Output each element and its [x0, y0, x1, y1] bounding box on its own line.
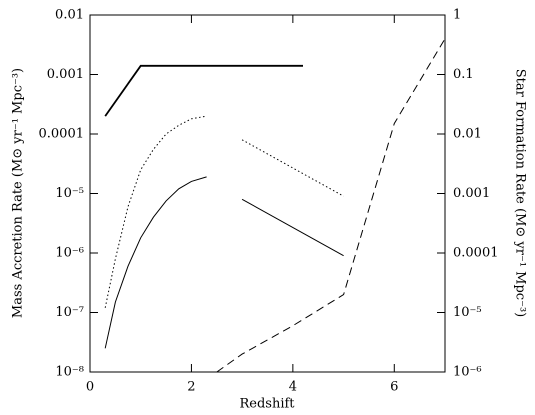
y-tick-label: 10⁻⁸ — [55, 365, 84, 380]
series-line — [241, 198, 344, 257]
y-axis-label: Mass Accretion Rate (M⊙ yr⁻¹ Mpc⁻³) — [11, 68, 26, 318]
y-tick-label: 0.01 — [55, 8, 84, 23]
y2-tick-label: 0.1 — [453, 67, 474, 82]
series-line — [104, 64, 303, 117]
y2-tick-label: 0.001 — [453, 186, 490, 201]
x-tick-label: 2 — [187, 380, 195, 395]
plot-frame — [89, 14, 446, 373]
y2-axis-label: Star Formation Rate (M⊙ yr⁻¹ Mpc⁻³) — [513, 69, 528, 318]
y2-tick-label: 0.0001 — [453, 246, 499, 261]
y2-tick-label: 1 — [453, 8, 461, 23]
series-line — [216, 38, 445, 372]
series-line — [104, 176, 207, 349]
y-tick-label: 0.001 — [47, 67, 84, 82]
y-tick-label: 10⁻⁵ — [55, 186, 84, 201]
y2-tick-label: 10⁻⁵ — [453, 305, 482, 320]
y-tick-label: 10⁻⁷ — [55, 305, 84, 320]
series-line — [241, 139, 344, 197]
x-tick-label: 0 — [86, 380, 94, 395]
x-tick-label: 4 — [289, 380, 297, 395]
series-line — [104, 115, 207, 308]
x-axis-label: Redshift — [239, 397, 295, 412]
y2-tick-label: 0.01 — [453, 127, 482, 142]
y-tick-label: 0.0001 — [39, 127, 85, 142]
y2-tick-label: 10⁻⁶ — [453, 365, 482, 380]
x-tick-label: 6 — [390, 380, 398, 395]
y-tick-label: 10⁻⁶ — [55, 246, 84, 261]
